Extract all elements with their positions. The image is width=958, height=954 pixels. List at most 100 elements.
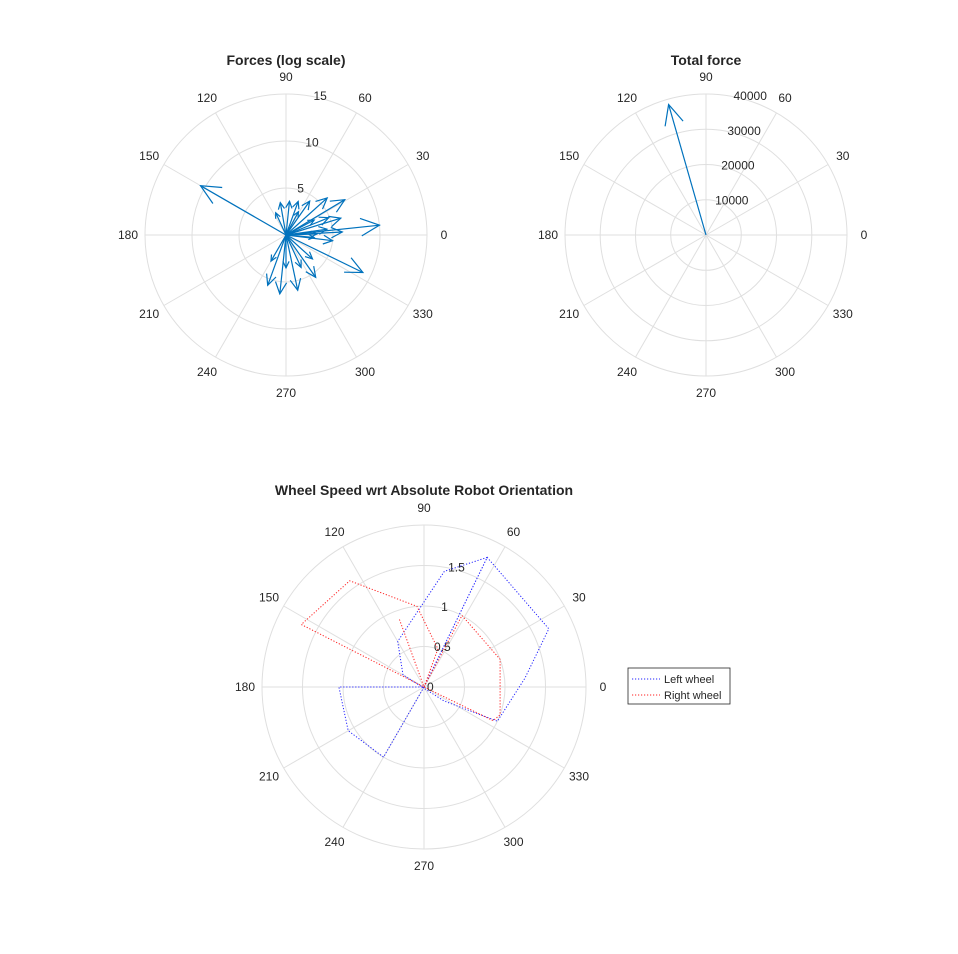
force-vector xyxy=(285,219,316,236)
vector-arrowhead xyxy=(294,259,302,269)
theta-tick-label: 120 xyxy=(324,525,344,539)
force-vector xyxy=(285,200,300,236)
theta-gridline xyxy=(285,234,357,358)
polar-chart-forces: 0 30 60 90 120 150 180 210 240 270 300 330 5 10 15 Forc… xyxy=(118,52,448,400)
vector-shaft xyxy=(285,197,328,236)
vector-arrowhead xyxy=(289,277,302,292)
vector-arrowhead xyxy=(274,281,288,296)
theta-gridline xyxy=(215,112,287,236)
chart-title: Forces (log scale) xyxy=(226,52,345,68)
vector-arrowhead xyxy=(285,199,293,209)
theta-tick-label: 150 xyxy=(139,149,159,163)
force-vector xyxy=(277,201,287,236)
vector-shaft xyxy=(270,234,287,262)
vector-arrowhead xyxy=(199,184,223,204)
force-vector xyxy=(285,234,302,292)
theta-tick-label: 330 xyxy=(413,307,433,321)
r-gridline xyxy=(383,646,465,728)
force-vector xyxy=(285,233,316,241)
force-vector xyxy=(285,234,302,269)
r-gridline xyxy=(670,199,742,271)
vector-shaft xyxy=(285,211,299,236)
vector-arrowhead xyxy=(282,261,290,270)
r-tick-label: 1 xyxy=(441,600,448,614)
chart-title: Wheel Speed wrt Absolute Robot Orientati… xyxy=(275,482,573,498)
vector-arrowhead xyxy=(664,103,684,127)
vector-shaft xyxy=(285,219,315,236)
theta-tick-label: 330 xyxy=(833,307,853,321)
force-vector xyxy=(270,234,287,263)
theta-tick-label: 180 xyxy=(118,228,138,242)
theta-gridline xyxy=(163,234,287,306)
vector-shaft xyxy=(285,234,315,239)
theta-tick-label: 90 xyxy=(279,70,293,84)
force-vector xyxy=(275,211,287,236)
force-vector xyxy=(285,196,329,236)
vector-arrowhead xyxy=(328,215,343,228)
vector-shaft xyxy=(200,185,287,236)
theta-tick-label: 240 xyxy=(617,365,637,379)
vector-shaft xyxy=(285,228,328,236)
vector-arrowhead xyxy=(305,265,317,279)
r-tick-label: 10 xyxy=(305,135,319,149)
r-tick-label: 15 xyxy=(314,89,328,103)
vector-arrowhead xyxy=(292,200,300,210)
vector-arrowhead xyxy=(277,201,285,210)
vector-arrowhead xyxy=(330,226,344,239)
force-vector xyxy=(285,226,329,236)
theta-tick-label: 210 xyxy=(259,770,279,784)
vector-arrowhead xyxy=(266,273,277,287)
theta-tick-label: 240 xyxy=(197,365,217,379)
force-vector xyxy=(285,234,314,260)
force-vector xyxy=(266,234,287,287)
r-tick-label: 10000 xyxy=(715,193,749,207)
vector-arrowhead xyxy=(318,216,331,226)
theta-tick-label: 90 xyxy=(417,501,431,515)
vector-shaft xyxy=(285,217,329,236)
r-gridline xyxy=(302,565,546,809)
r-tick-label: 30000 xyxy=(727,124,761,138)
vector-arrowhead xyxy=(275,211,281,219)
theta-tick-label: 30 xyxy=(416,149,430,163)
polar-chart-total: 0 30 60 90 120 150 180 210 240 270 300 330 10000 2000… xyxy=(538,52,868,400)
outer-ring xyxy=(261,524,587,850)
r-gridline xyxy=(635,164,777,306)
theta-tick-label: 0 xyxy=(441,228,448,242)
force-vector xyxy=(664,103,707,236)
theta-tick-label: 180 xyxy=(235,680,255,694)
theta-gridline xyxy=(285,234,409,306)
force-vector xyxy=(274,234,288,296)
theta-tick-label: 300 xyxy=(355,365,375,379)
theta-tick-label: 300 xyxy=(775,365,795,379)
force-vector xyxy=(285,230,319,238)
vector-arrowhead xyxy=(307,219,316,226)
series-line-left-wheel xyxy=(338,556,550,758)
polar-chart-wheels: 030609012015018021024027030033000.511.5W… xyxy=(235,482,731,873)
theta-tick-label: 90 xyxy=(699,70,713,84)
vector-shaft xyxy=(285,233,318,236)
theta-tick-label: 0 xyxy=(861,228,868,242)
theta-tick-label: 120 xyxy=(197,91,217,105)
theta-tick-label: 210 xyxy=(139,307,159,321)
r-gridline xyxy=(342,605,506,769)
force-vector xyxy=(285,215,343,236)
vector-shaft xyxy=(285,217,341,236)
vector-arrowhead xyxy=(318,226,329,235)
r-tick-label: 40000 xyxy=(734,89,768,103)
r-gridline xyxy=(599,128,813,342)
vector-arrowhead xyxy=(293,210,300,218)
vector-arrowhead xyxy=(329,198,347,213)
vector-shaft xyxy=(285,201,291,236)
force-vector xyxy=(285,199,293,236)
vector-shaft xyxy=(267,234,287,286)
theta-tick-label: 30 xyxy=(836,149,850,163)
vector-shaft xyxy=(285,234,364,274)
chart-title: Total force xyxy=(671,52,742,68)
theta-tick-label: 180 xyxy=(538,228,558,242)
outer-ring xyxy=(564,93,848,377)
force-vector xyxy=(285,234,365,274)
vector-arrowhead xyxy=(344,257,365,274)
r-tick-label: 20000 xyxy=(721,159,755,173)
